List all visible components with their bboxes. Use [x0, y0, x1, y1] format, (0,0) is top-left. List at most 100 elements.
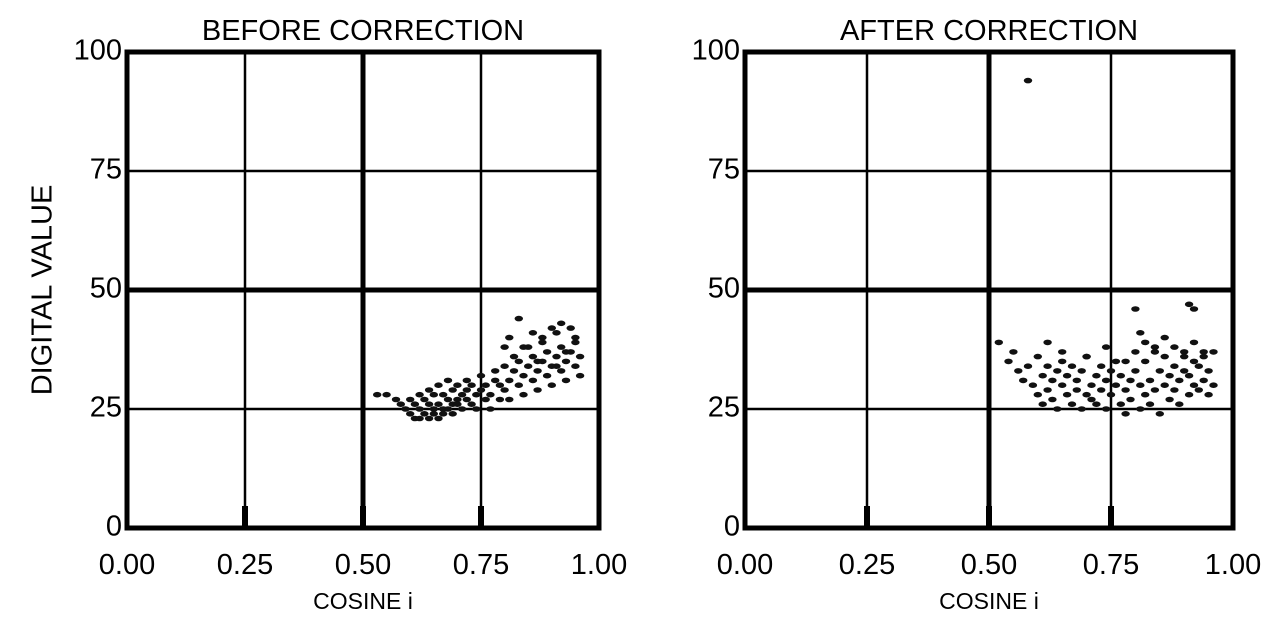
after-data-point [1160, 353, 1169, 360]
after-data-point [1170, 387, 1179, 393]
after-data-point [1004, 358, 1013, 365]
before-data-point [552, 330, 561, 336]
before-data-point [462, 387, 471, 393]
before-data-point [528, 353, 538, 360]
before-data-point [443, 406, 453, 412]
after-data-point [1077, 406, 1086, 412]
after-data-point [1184, 301, 1194, 308]
before-data-point [486, 406, 495, 412]
before-data-point [396, 401, 405, 408]
before-data-point [462, 396, 471, 403]
after-x-axis-label: COSINE i [939, 588, 1039, 614]
y-axis-label: DIGITAL VALUE [27, 185, 59, 396]
before-data-point [382, 391, 391, 398]
after-data-point [1180, 368, 1189, 374]
before-data-point [406, 396, 415, 403]
before-data-point [406, 411, 415, 417]
before-data-point [514, 315, 523, 322]
after-data-point [1150, 387, 1160, 393]
after-data-point [1155, 368, 1165, 374]
after-x-tick-label: 1.00 [1205, 549, 1261, 581]
after-data-point [1058, 382, 1067, 389]
before-data-point [519, 391, 528, 398]
before-data-point [552, 363, 561, 370]
before-data-point [561, 377, 571, 384]
before-data-point [575, 372, 585, 379]
after-data-point [1184, 372, 1194, 379]
before-y-tick-label: 50 [90, 273, 122, 305]
after-data-point [1141, 339, 1150, 346]
after-data-point [1141, 391, 1150, 398]
after-data-point [1087, 382, 1096, 389]
after-data-point [1131, 349, 1140, 355]
after-data-point [1121, 387, 1130, 393]
after-data-point [1097, 387, 1106, 393]
after-data-point [1204, 391, 1213, 398]
before-y-tick-label: 75 [90, 154, 122, 186]
before-data-point [476, 372, 486, 379]
after-data-point [1092, 372, 1101, 379]
after-data-point [1106, 368, 1116, 374]
after-x-tick-label: 0.00 [717, 549, 773, 581]
before-y-tick-label: 100 [74, 35, 122, 67]
before-x-tick-label: 0.00 [99, 549, 155, 581]
before-data-point [467, 401, 476, 408]
after-data-point [1150, 344, 1160, 350]
after-data-point [1180, 349, 1189, 355]
after-data-point [1170, 363, 1179, 370]
after-data-point [1194, 363, 1204, 370]
before-data-point [566, 325, 575, 331]
after-data-point [1048, 377, 1057, 384]
after-data-point [1101, 377, 1111, 384]
after-data-point [1038, 372, 1047, 379]
after-data-point [1087, 396, 1096, 403]
after-data-point [1072, 377, 1082, 384]
after-data-point [1116, 401, 1126, 408]
before-data-point [533, 387, 542, 393]
before-data-point [424, 401, 434, 408]
after-data-point [1184, 391, 1194, 398]
before-data-point [538, 334, 547, 341]
after-data-point [1058, 349, 1067, 355]
after-y-tick-label: 50 [708, 273, 740, 305]
before-data-point [505, 334, 514, 341]
after-data-point [1097, 363, 1106, 370]
before-data-point [495, 396, 505, 403]
after-data-point [1067, 363, 1077, 370]
before-data-point [429, 391, 438, 398]
before-data-point [528, 330, 538, 336]
after-data-point [1038, 401, 1047, 408]
after-data-point [1082, 391, 1091, 398]
after-data-point [1160, 382, 1169, 389]
after-data-point [1136, 330, 1145, 336]
before-data-point [542, 349, 552, 355]
after-data-point [1111, 358, 1121, 365]
before-data-point [434, 401, 443, 408]
before-data-point [472, 391, 481, 398]
after-data-point [1170, 344, 1179, 350]
before-data-point [481, 382, 490, 389]
after-data-point [1077, 368, 1086, 374]
before-data-point [420, 411, 429, 417]
after-data-point [1092, 401, 1101, 408]
before-data-point [509, 368, 519, 374]
before-data-point [557, 344, 566, 350]
before-data-point [424, 415, 434, 422]
before-data-point [524, 363, 533, 370]
before-data-point [373, 391, 382, 398]
after-data-point [1033, 391, 1043, 398]
after-data-point [1023, 77, 1033, 84]
after-data-point [994, 339, 1003, 346]
before-data-point [424, 387, 434, 393]
before-data-point [457, 391, 467, 398]
before-data-point [491, 377, 500, 384]
before-data-point [571, 363, 580, 370]
after-data-point [1014, 368, 1023, 374]
after-data-point [1131, 368, 1140, 374]
after-y-tick-label: 0 [724, 511, 740, 543]
after-data-point [1209, 349, 1218, 355]
before-data-point [571, 334, 580, 341]
before-data-point [561, 358, 571, 365]
before-data-point [439, 411, 448, 417]
after-data-point [1194, 387, 1204, 393]
